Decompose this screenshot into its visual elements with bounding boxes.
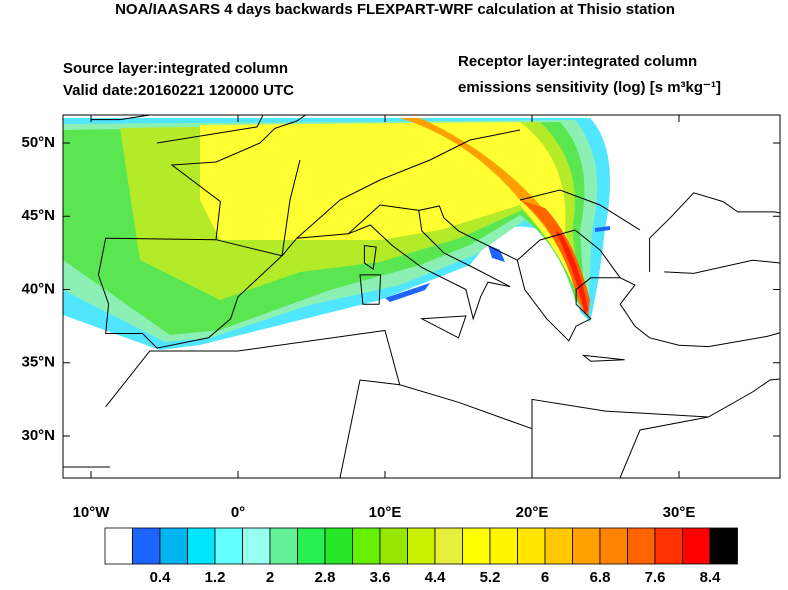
colorbar-box xyxy=(682,527,711,565)
colorbar-label: 7.6 xyxy=(645,569,666,585)
colorbar-box xyxy=(709,527,738,565)
lon-tick-label: 0° xyxy=(231,504,245,521)
lon-tick-label: 10°W xyxy=(73,504,111,521)
colorbar-box xyxy=(242,527,271,565)
colorbar-label: 5.2 xyxy=(480,569,501,585)
colorbar-box xyxy=(352,527,381,565)
colorbar-box xyxy=(407,527,436,565)
colorbar-box xyxy=(159,527,188,565)
colorbar-label: 6 xyxy=(541,569,549,585)
valid-date: Valid date:20160221 120000 UTC xyxy=(63,82,294,99)
colorbar-label: 3.6 xyxy=(370,569,391,585)
map-frame xyxy=(62,114,781,479)
colorbar-box xyxy=(544,527,573,565)
colorbar-box xyxy=(297,527,326,565)
lat-tick-label: 35°N xyxy=(21,354,55,371)
colorbar-label: 6.8 xyxy=(590,569,611,585)
colorbar-box xyxy=(489,527,518,565)
colorbar-box xyxy=(517,527,546,565)
lon-tick-label: 20°E xyxy=(516,504,549,521)
colorbar-label: 1.2 xyxy=(205,569,226,585)
lat-tick-label: 30°N xyxy=(21,427,55,444)
lon-tick-label: 10°E xyxy=(369,504,402,521)
colorbar-box xyxy=(214,527,243,565)
colorbar: 0.4 1.2 2 2.8 3.6 4.4 5.2 6 6.8 7.6 8.4 xyxy=(104,527,738,586)
lat-tick-label: 45°N xyxy=(21,207,55,224)
lat-tick-label: 50°N xyxy=(21,134,55,151)
colorbar-label: 2 xyxy=(266,569,274,585)
colorbar-box xyxy=(599,527,628,565)
source-layer: Source layer:integrated column xyxy=(63,60,288,77)
axes: 50°N 45°N 40°N 35°N 30°N 10°W 0° 10°E 20°E 30°E xyxy=(21,115,780,521)
colorbar-label: 8.4 xyxy=(700,569,722,585)
colorbar-label: 0.4 xyxy=(150,569,172,585)
title: NOA/IAASARS 4 days backwards FLEXPART-WR… xyxy=(115,1,675,18)
colorbar-box xyxy=(379,527,408,565)
colorbar-box xyxy=(434,527,463,565)
colorbar-box xyxy=(627,527,656,565)
colorbar-box xyxy=(132,527,161,565)
coastlines xyxy=(63,115,780,478)
lon-tick-label: 30°E xyxy=(663,504,696,521)
receptor-layer: Receptor layer:integrated column xyxy=(458,53,697,70)
colorbar-box xyxy=(269,527,298,565)
colorbar-box xyxy=(572,527,601,565)
colorbar-label: 2.8 xyxy=(315,569,336,585)
units: emissions sensitivity (log) [s m³kg⁻¹] xyxy=(458,79,721,96)
colorbar-box xyxy=(187,527,216,565)
colorbar-box xyxy=(324,527,353,565)
lat-tick-label: 40°N xyxy=(21,280,55,297)
plume xyxy=(63,118,610,350)
colorbar-box xyxy=(654,527,683,565)
colorbar-box xyxy=(104,527,133,565)
colorbar-label: 4.4 xyxy=(425,569,447,585)
colorbar-box xyxy=(462,527,491,565)
